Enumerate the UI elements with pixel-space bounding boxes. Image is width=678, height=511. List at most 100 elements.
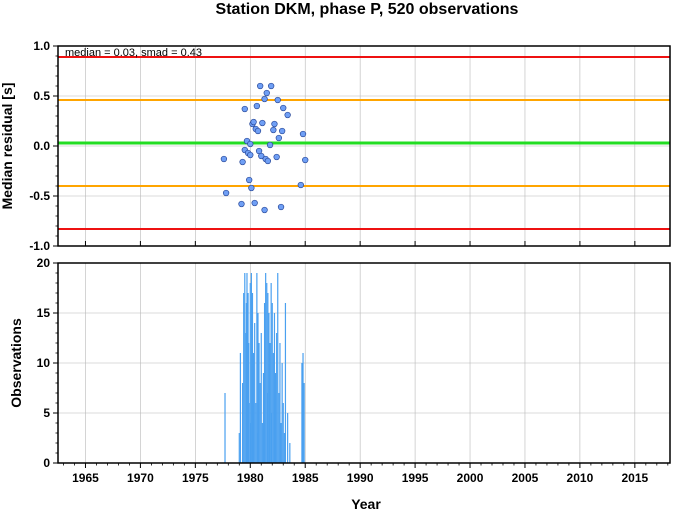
observation-bar: [262, 373, 265, 463]
y-tick-label: -0.5: [29, 189, 50, 203]
data-point: [263, 89, 270, 97]
observations-y-axis-label: Observations: [8, 318, 24, 408]
data-point: [261, 206, 268, 214]
data-point: [268, 82, 275, 90]
data-point: [222, 189, 230, 197]
residual-points: [220, 82, 309, 214]
observation-bar: [277, 273, 279, 463]
y-tick-label: 0: [43, 456, 50, 470]
data-point: [259, 119, 266, 127]
observations-x-ticks: 1965 1970 1975 1980 1985 1990 1995 2000 2005 2010…: [63, 463, 669, 485]
observation-bar: [224, 393, 226, 463]
observation-bar: [271, 303, 273, 463]
y-tick-label: 20: [37, 256, 51, 270]
observation-bar: [283, 433, 285, 463]
observation-bar: [274, 373, 277, 463]
x-tick-label: 2015: [621, 471, 648, 485]
observation-bar: [260, 333, 262, 463]
observation-bars: [224, 273, 305, 463]
observations-y-ticks: 20 15 10 5 0: [37, 256, 58, 470]
observation-bar: [254, 323, 256, 463]
data-point: [275, 134, 282, 142]
median-smad-annotation: median = 0.03, smad = 0.43: [65, 47, 202, 59]
data-point: [297, 181, 304, 189]
observation-bar: [276, 333, 278, 463]
data-point: [284, 111, 291, 119]
observation-bar: [259, 383, 261, 463]
observation-bar: [258, 343, 260, 463]
observation-bar: [301, 363, 303, 463]
observation-bar: [282, 403, 284, 463]
observation-bar: [267, 293, 269, 463]
x-tick-label: 2005: [512, 471, 539, 485]
data-point: [250, 118, 257, 126]
observation-bar: [241, 383, 244, 463]
observation-bar: [252, 353, 255, 463]
observation-bar: [238, 433, 240, 463]
observation-bar: [246, 273, 248, 463]
data-point: [266, 141, 274, 149]
data-point: [274, 96, 281, 104]
data-point: [270, 126, 277, 134]
observation-bar: [255, 403, 257, 463]
residual-panel: 1.0 0.5 0.0 -0.5 -1.0 median = 0.03, smad = …: [0, 39, 671, 253]
y-tick-label: 0.5: [33, 89, 50, 103]
observation-bar: [287, 413, 289, 463]
observation-bar: [281, 363, 283, 463]
x-tick-label: 2000: [457, 471, 484, 485]
data-point: [278, 127, 286, 135]
residual-y-ticks: 1.0 0.5 0.0 -0.5 -1.0: [29, 39, 58, 253]
y-tick-label: 0.0: [33, 139, 50, 153]
data-point: [299, 130, 307, 138]
x-tick-label: 1990: [347, 471, 374, 485]
observation-bar: [257, 313, 259, 463]
observation-bar: [302, 353, 304, 463]
observation-bar: [250, 273, 252, 463]
y-tick-label: 10: [37, 356, 51, 370]
observation-bar: [273, 313, 276, 463]
x-tick-label: 1975: [182, 471, 209, 485]
observation-bar: [265, 273, 267, 463]
observation-bar: [266, 283, 268, 463]
data-point: [247, 140, 254, 148]
observation-bar: [284, 303, 287, 463]
y-tick-label: 1.0: [33, 39, 50, 53]
data-point: [302, 156, 309, 164]
data-point: [257, 82, 264, 90]
y-tick-label: 5: [43, 406, 50, 420]
x-tick-label: 1980: [237, 471, 264, 485]
data-point: [253, 102, 261, 110]
observation-bar: [256, 273, 258, 463]
observation-bar: [270, 283, 272, 463]
x-tick-label: 2010: [567, 471, 594, 485]
residual-y-axis-label: Median residual [s]: [0, 83, 15, 210]
observation-bar: [272, 353, 274, 463]
data-point: [247, 151, 254, 159]
observation-bar: [289, 443, 291, 463]
data-point: [258, 152, 265, 160]
observation-bar: [280, 423, 282, 463]
data-point: [248, 184, 255, 192]
data-point: [280, 104, 287, 112]
chart-title: Station DKM, phase P, 520 observations: [216, 1, 519, 18]
x-tick-label: 1995: [402, 471, 429, 485]
observation-bar: [249, 283, 251, 463]
observation-bar: [279, 343, 281, 463]
observation-bar: [239, 353, 241, 463]
data-point: [271, 120, 278, 128]
data-point: [264, 157, 272, 165]
observation-bar: [248, 403, 250, 463]
x-axis-label: Year: [351, 496, 381, 511]
data-point: [246, 176, 253, 184]
data-point: [273, 153, 280, 161]
observation-bar: [263, 303, 266, 463]
residual-x-ticks: [84, 241, 636, 246]
observation-bar: [278, 393, 280, 463]
data-point: [239, 158, 246, 166]
data-point: [261, 95, 268, 103]
data-point: [238, 200, 245, 208]
data-point: [254, 127, 262, 135]
observation-bar: [244, 273, 246, 463]
